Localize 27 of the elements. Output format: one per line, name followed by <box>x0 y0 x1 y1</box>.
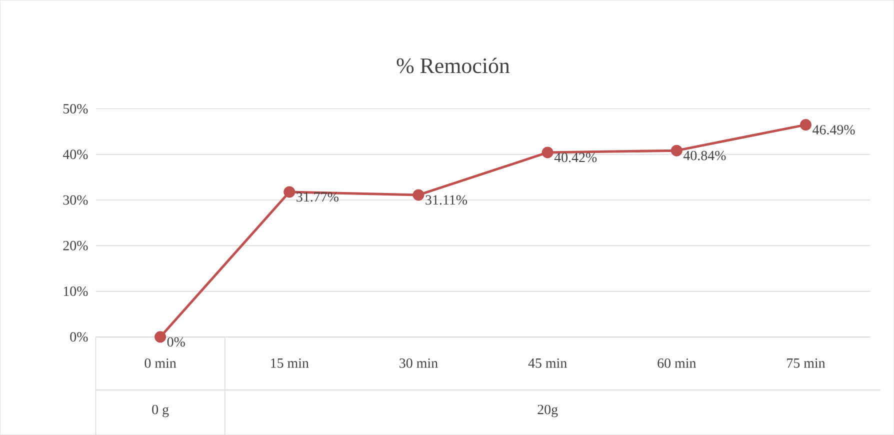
data-label: 46.49% <box>812 124 855 134</box>
data-label: 31.77% <box>296 192 338 202</box>
text: 0 g <box>152 404 169 417</box>
x-tick-label: 0 min <box>144 358 176 368</box>
data-label: 40.42% <box>554 152 597 162</box>
y-tick-label: 20% <box>63 240 88 250</box>
text: 20g <box>538 404 558 417</box>
x-tick-label: 30 min <box>400 358 438 368</box>
y-tick-label: 30% <box>63 195 88 205</box>
point <box>800 118 812 130</box>
point <box>412 189 424 201</box>
data-label: 40.84% <box>683 150 726 160</box>
data-label: 31.11% <box>426 195 468 205</box>
data-label: 0% <box>167 337 185 346</box>
point <box>542 146 554 158</box>
point <box>284 186 296 198</box>
point <box>154 330 166 342</box>
x-tick-label: 75 min <box>787 358 826 368</box>
x-tick-label: 60 min <box>658 358 696 368</box>
x-tick-label: 15 min <box>271 358 309 368</box>
y-tick-label: 10% <box>64 286 88 296</box>
x-tick-label: 45 min <box>528 358 567 368</box>
chart-title: % Remoción <box>396 58 510 74</box>
y-tick-label: 40% <box>62 149 88 159</box>
y-tick-label: 0% <box>70 332 88 342</box>
y-tick-label: 50% <box>63 104 88 114</box>
point <box>670 144 682 156</box>
